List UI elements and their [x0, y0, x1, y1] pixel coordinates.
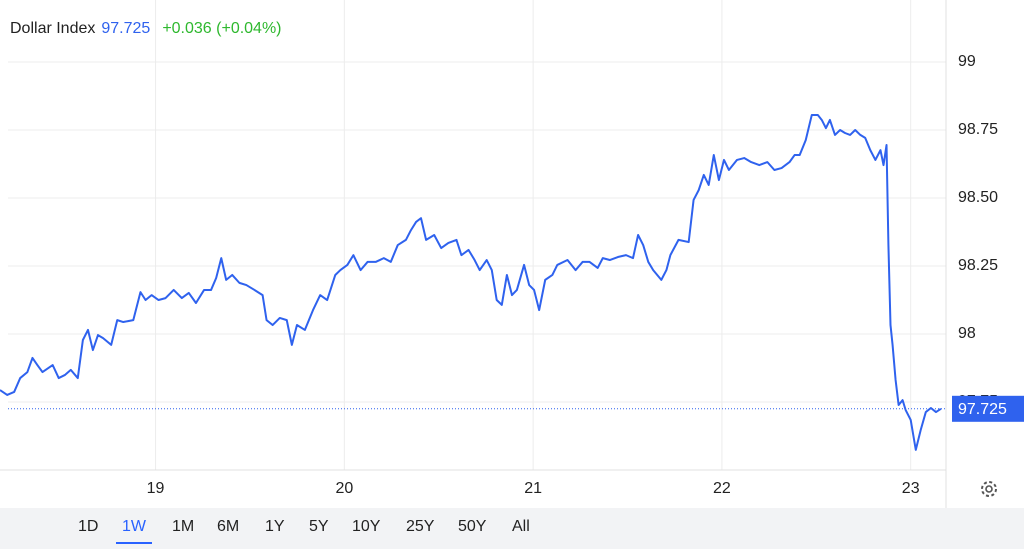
price-tag-label: 97.725 [958, 401, 1007, 418]
last-price: 97.725 [101, 20, 151, 37]
price-tag [952, 395, 1024, 422]
instrument-name: Dollar Index [10, 20, 96, 37]
price-line [0, 114, 942, 451]
range-button[interactable]: 1W [116, 518, 152, 544]
y-tick-label: 98 [958, 325, 976, 342]
range-button[interactable]: 1D [78, 518, 99, 535]
x-tick-label: 20 [335, 480, 353, 497]
y-tick-label: 98.50 [958, 189, 998, 206]
x-tick-label: 21 [524, 480, 542, 497]
range-button[interactable]: All [512, 518, 530, 535]
quote-header: Dollar Index 97.725 +0.036 (+0.04%) [10, 20, 288, 38]
y-tick-label: 98.75 [958, 121, 998, 138]
y-tick-label: 98.25 [958, 257, 998, 274]
x-tick-label: 22 [713, 480, 731, 497]
range-button[interactable]: 25Y [406, 518, 435, 535]
x-tick-label: 19 [147, 480, 165, 497]
x-tick-label: 23 [902, 480, 920, 497]
range-button[interactable]: 1Y [265, 518, 285, 535]
price-change: +0.036 (+0.04%) [162, 20, 282, 37]
range-button[interactable]: 10Y [352, 518, 381, 535]
range-button[interactable]: 50Y [458, 518, 487, 535]
settings-icon[interactable] [981, 481, 997, 497]
range-bar: 1D 1W 1M 6M 1Y 5Y 10Y 25Y 50Y All [0, 508, 1024, 549]
range-button[interactable]: 5Y [309, 518, 329, 535]
gear-hub [985, 485, 993, 493]
gear-teeth [981, 481, 997, 497]
range-button[interactable]: 1M [172, 518, 195, 535]
range-button[interactable]: 6M [217, 518, 240, 535]
y-tick-label: 99 [958, 53, 976, 70]
